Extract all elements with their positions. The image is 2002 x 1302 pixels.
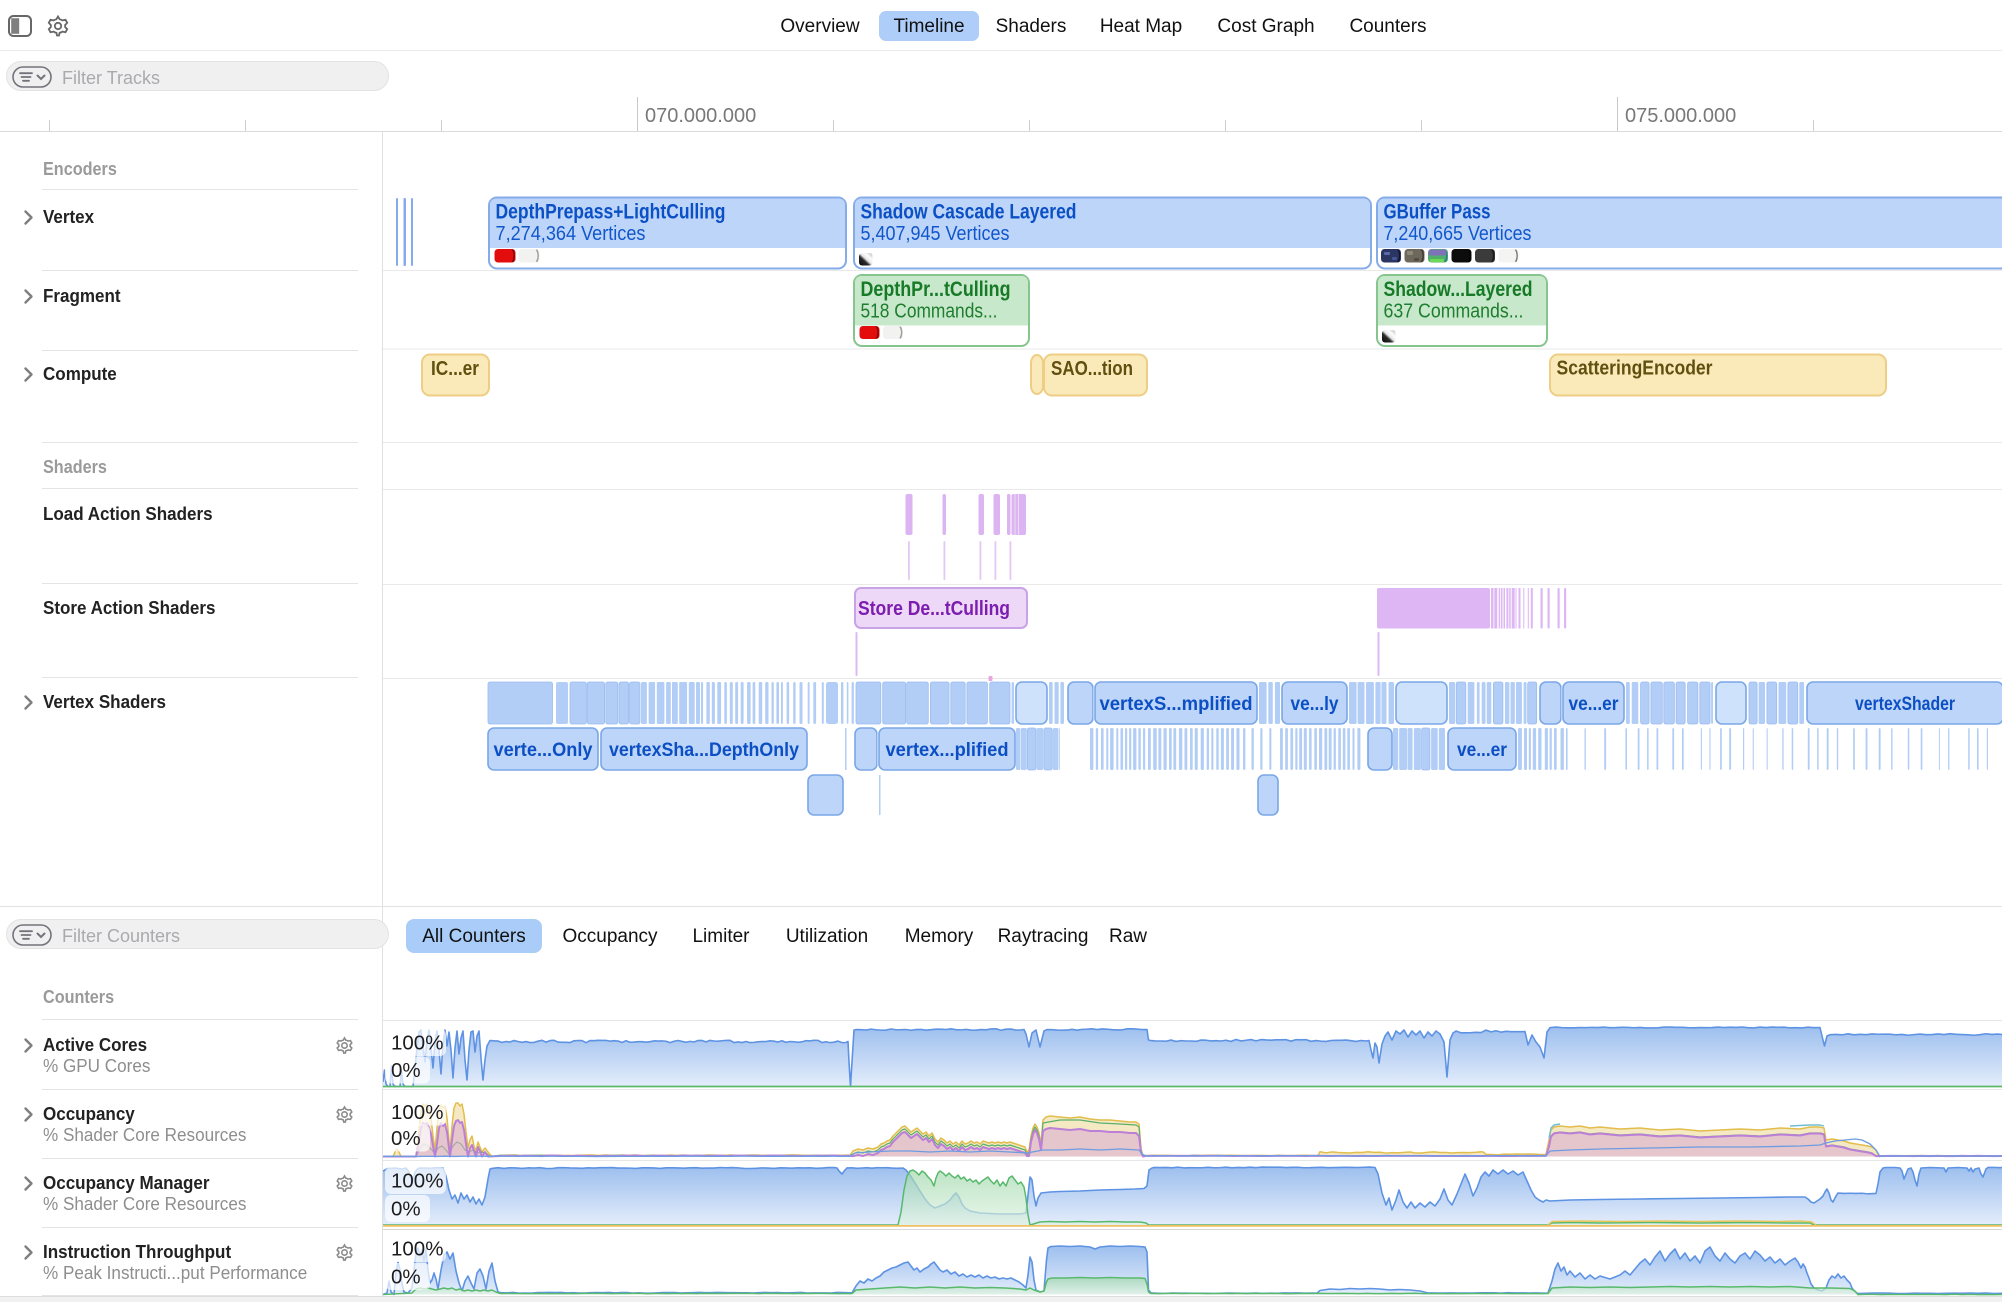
svg-text:vertexShader: vertexShader	[1855, 693, 1955, 715]
svg-text:0%: 0%	[391, 1127, 421, 1150]
svg-text:100%: 100%	[391, 1238, 443, 1261]
svg-text:075.000.000: 075.000.000	[1625, 105, 1736, 127]
svg-text:DepthPr...tCulling: DepthPr...tCulling	[861, 278, 1011, 301]
svg-text:7,240,665 Vertices: 7,240,665 Vertices	[1384, 222, 1532, 245]
svg-text:vertexS...mplified: vertexS...mplified	[1100, 693, 1253, 715]
svg-text:vertex...plified: vertex...plified	[886, 739, 1009, 761]
svg-text:637 Commands...: 637 Commands...	[1384, 300, 1524, 323]
svg-text:Shadow...Layered: Shadow...Layered	[1384, 278, 1533, 301]
svg-text:DepthPrepass+LightCulling: DepthPrepass+LightCulling	[496, 201, 726, 224]
svg-text:0%: 0%	[391, 1266, 421, 1289]
svg-text:ScatteringEncoder: ScatteringEncoder	[1557, 358, 1713, 380]
svg-text:5,407,945 Vertices: 5,407,945 Vertices	[861, 222, 1010, 245]
svg-text:070.000.000: 070.000.000	[645, 105, 756, 127]
svg-text:GBuffer Pass: GBuffer Pass	[1384, 201, 1491, 224]
svg-text:Store De...tCulling: Store De...tCulling	[858, 598, 1010, 620]
svg-text:518 Commands...: 518 Commands...	[861, 300, 998, 323]
svg-text:IC...er: IC...er	[431, 358, 479, 380]
svg-text:100%: 100%	[391, 1170, 443, 1193]
svg-text:verte...Only: verte...Only	[494, 739, 593, 761]
svg-text:SAO...tion: SAO...tion	[1051, 358, 1133, 380]
svg-text:100%: 100%	[391, 1032, 443, 1055]
svg-text:100%: 100%	[391, 1101, 443, 1124]
svg-text:ve...er: ve...er	[1569, 693, 1619, 715]
svg-text:ve...ly: ve...ly	[1291, 693, 1339, 715]
svg-text:0%: 0%	[391, 1059, 421, 1082]
svg-text:vertexSha...DepthOnly: vertexSha...DepthOnly	[609, 739, 799, 761]
svg-text:7,274,364 Vertices: 7,274,364 Vertices	[496, 222, 646, 245]
svg-text:ve...er: ve...er	[1457, 739, 1507, 761]
svg-text:Shadow Cascade Layered: Shadow Cascade Layered	[861, 201, 1077, 224]
svg-text:0%: 0%	[391, 1198, 421, 1221]
